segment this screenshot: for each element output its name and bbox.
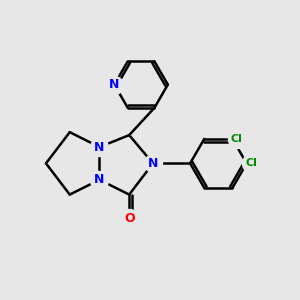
Text: N: N xyxy=(94,140,105,154)
Text: O: O xyxy=(124,212,134,225)
Text: Cl: Cl xyxy=(231,134,243,144)
Text: N: N xyxy=(109,78,119,91)
Text: N: N xyxy=(94,173,105,186)
Text: N: N xyxy=(148,157,158,170)
Text: Cl: Cl xyxy=(245,158,257,168)
